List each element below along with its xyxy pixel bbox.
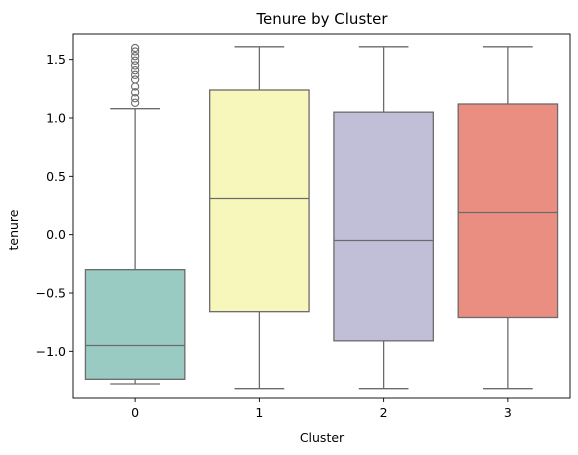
- y-tick-label: 0.0: [46, 227, 66, 242]
- x-tick-label: 1: [255, 405, 263, 420]
- box-cluster-3: [457, 46, 559, 390]
- outlier-point: [130, 94, 140, 103]
- x-tick-label: 3: [504, 405, 512, 420]
- chart-title: Tenure by Cluster: [255, 10, 388, 28]
- iqr-box: [333, 111, 434, 342]
- box-cluster-0: [84, 43, 186, 385]
- outlier-point: [130, 88, 140, 97]
- outlier-point: [130, 56, 140, 65]
- y-tick-label: 1.0: [46, 111, 66, 126]
- outlier-point: [130, 61, 140, 70]
- x-tick-label: 0: [131, 405, 139, 420]
- y-tick-label: −1.0: [36, 344, 66, 359]
- outlier-point: [130, 47, 140, 56]
- iqr-box: [457, 103, 559, 319]
- box-cluster-1: [209, 46, 310, 390]
- outlier-point: [130, 75, 140, 84]
- outlier-point: [130, 70, 140, 79]
- iqr-box: [84, 269, 186, 380]
- y-tick-label: 0.5: [46, 169, 66, 184]
- outlier-point: [130, 43, 140, 53]
- iqr-box: [209, 89, 310, 313]
- outlier-point: [130, 98, 140, 107]
- outlier-point: [130, 66, 140, 75]
- plot-frame: [72, 33, 571, 399]
- plot-area: [84, 43, 559, 390]
- x-tick-label: 2: [380, 405, 388, 420]
- y-tick-label: −0.5: [36, 286, 66, 301]
- outlier-point: [130, 52, 140, 61]
- box-cluster-2: [333, 46, 434, 390]
- x-axis-label: Cluster: [300, 430, 345, 445]
- y-tick-label: 1.5: [46, 52, 66, 67]
- y-axis-label: tenure: [6, 209, 21, 250]
